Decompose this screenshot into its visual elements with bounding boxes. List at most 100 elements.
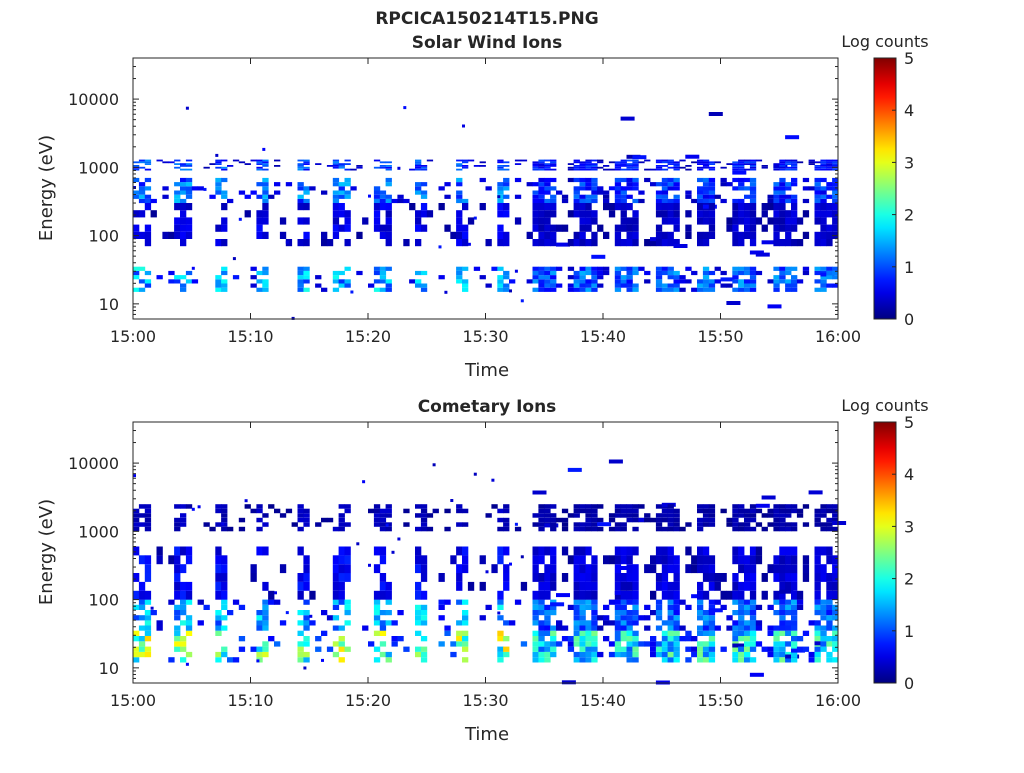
- spectrogram-cell: [732, 165, 739, 167]
- spectrogram-cell: [814, 190, 821, 195]
- spectrogram-cell: [779, 168, 786, 171]
- spectrogram-cell: [626, 159, 633, 162]
- spectrogram-cell: [591, 190, 598, 195]
- spectrogram-cell: [215, 555, 222, 565]
- spectrogram-cell: [415, 513, 422, 518]
- spectrogram-cell: [338, 270, 345, 276]
- spectrogram-cell: [567, 177, 575, 183]
- spectrogram-cell: [391, 550, 395, 554]
- spectrogram-cell: [303, 620, 310, 626]
- spectrogram-cell: [702, 182, 710, 187]
- spectrogram-cell: [338, 581, 345, 591]
- spectrogram-cell: [456, 504, 463, 509]
- spectrogram-cell: [591, 651, 598, 658]
- spectrogram-cell: [544, 231, 551, 239]
- spectrogram-cell: [532, 555, 539, 565]
- spectrogram-cell: [379, 610, 387, 616]
- spectrogram-cell: [808, 186, 815, 191]
- spectrogram-cell: [420, 610, 428, 616]
- spectrogram-cell: [667, 177, 674, 183]
- spectrogram-cell: [532, 513, 539, 518]
- spectrogram-cell: [585, 165, 592, 167]
- panel-title: Cometary Ions: [418, 397, 557, 417]
- spectrogram-cell: [773, 231, 780, 239]
- spectrogram-cell: [338, 526, 345, 532]
- spectrogram-cell: [755, 625, 763, 631]
- spectrogram-cell: [303, 217, 310, 225]
- spectrogram-cell: [785, 287, 792, 292]
- spectrogram-cell: [185, 504, 193, 509]
- spectrogram-cell: [814, 599, 821, 605]
- spectrogram-cell: [456, 198, 463, 204]
- spectrogram-cell: [626, 513, 633, 518]
- spectrogram-cell: [620, 620, 627, 626]
- spectrogram-cell: [503, 546, 510, 556]
- spectrogram-cell: [550, 165, 557, 167]
- spectrogram-cell: [626, 186, 633, 191]
- spectrogram-cell: [744, 203, 751, 211]
- spectrogram-cell: [579, 168, 586, 171]
- spectrogram-cell: [697, 194, 704, 199]
- spectrogram-cell: [303, 161, 310, 164]
- spectrogram-cell: [256, 504, 263, 509]
- spectrogram-cell: [791, 217, 798, 225]
- spectrogram-cell: [550, 646, 557, 652]
- spectrogram-cell: [573, 283, 580, 288]
- y-tick-label: 10: [99, 659, 119, 678]
- spectrogram-cell: [779, 161, 786, 164]
- spectrogram-cell: [685, 522, 692, 527]
- spectrogram-cell: [626, 599, 633, 605]
- spectrogram-cell: [779, 186, 786, 191]
- spectrogram-cell: [785, 657, 792, 663]
- spectrogram-cell: [303, 522, 310, 527]
- spectrogram-cell: [144, 194, 152, 199]
- spectrogram-cell: [579, 636, 586, 642]
- spectrogram-cell: [814, 646, 821, 652]
- spectrogram-cell: [138, 651, 146, 658]
- spectrogram-cell: [344, 239, 351, 247]
- spectrogram-cell: [497, 275, 504, 280]
- spectrogram-cell: [585, 508, 592, 514]
- spectrogram-cell: [503, 651, 510, 658]
- spectrogram-cell: [620, 186, 627, 191]
- spectrogram-cell: [497, 630, 504, 636]
- spectrogram-cell: [238, 217, 242, 221]
- spectrogram-cell: [597, 161, 604, 164]
- spectrogram-cell: [497, 231, 504, 239]
- spectrogram-cell: [773, 203, 780, 211]
- spectrogram-cell: [274, 182, 281, 187]
- spectrogram-cell: [697, 217, 704, 225]
- spectrogram-cell: [503, 581, 510, 591]
- spectrogram-cell: [661, 231, 669, 239]
- spectrogram-cell: [591, 231, 598, 239]
- spectrogram-cell: [332, 190, 340, 195]
- spectrogram-cell: [732, 508, 739, 514]
- spectrogram-cell: [303, 555, 310, 565]
- spectrogram-cell: [268, 194, 275, 199]
- spectrogram-cell: [585, 239, 592, 247]
- spectrogram-cell: [814, 508, 821, 514]
- spectrogram-cell: [185, 106, 189, 110]
- spectrogram-cell: [409, 168, 416, 171]
- spectrogram-cell: [726, 522, 733, 527]
- spectrogram-cell: [661, 203, 669, 211]
- spectrogram-cell: [608, 203, 616, 211]
- spectrogram-cell: [185, 546, 193, 556]
- spectrogram-cell: [708, 599, 716, 605]
- x-tick-label: 15:20: [345, 327, 391, 346]
- spectrogram-cell: [591, 287, 598, 292]
- spectrogram-cell: [826, 266, 833, 271]
- spectrogram-cell: [773, 194, 780, 199]
- spectrogram-cell: [180, 657, 187, 663]
- spectrogram-cell: [632, 161, 639, 164]
- spectrogram-cell: [538, 168, 545, 171]
- spectrogram-cell: [133, 646, 140, 652]
- spectrogram-cell: [256, 194, 263, 199]
- spectrogram-cell: [221, 177, 228, 183]
- spectrogram-cell: [655, 604, 663, 610]
- spectrogram-cell: [614, 166, 622, 169]
- spectrogram-cell: [597, 283, 604, 288]
- spectrogram-cell: [332, 651, 340, 658]
- spectrogram-cell: [591, 166, 598, 169]
- spectrogram-cell: [726, 217, 733, 225]
